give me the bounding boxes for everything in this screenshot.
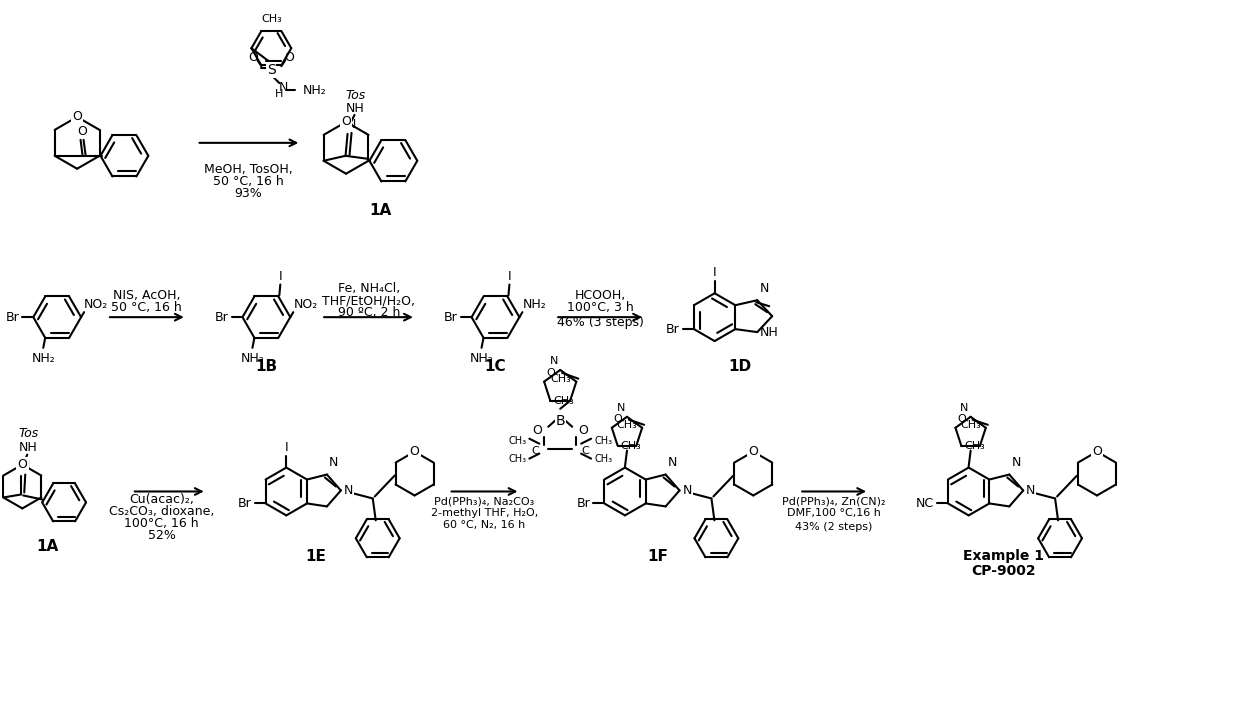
Text: O: O [578,424,588,437]
Text: Cs₂CO₃, dioxane,: Cs₂CO₃, dioxane, [109,505,215,518]
Text: N: N [21,459,30,472]
Text: O: O [248,51,258,64]
Text: 1C: 1C [485,359,506,374]
Text: CH₃: CH₃ [594,436,613,446]
Text: CH₃: CH₃ [508,454,526,464]
Text: N: N [279,80,288,93]
Text: O: O [748,445,758,458]
Text: O: O [72,110,82,123]
Text: CH₃: CH₃ [965,441,985,450]
Text: HCOOH,: HCOOH, [574,289,626,303]
Text: NIS, AcOH,: NIS, AcOH, [113,289,181,303]
Text: 50 °C, 16 h: 50 °C, 16 h [112,301,182,314]
Text: Pd(PPh₃)₄, Zn(CN)₂: Pd(PPh₃)₄, Zn(CN)₂ [782,496,885,506]
Text: N: N [347,118,356,131]
Text: MeOH, TosOH,: MeOH, TosOH, [205,163,293,176]
Text: 60 °C, N₂, 16 h: 60 °C, N₂, 16 h [444,521,526,531]
Text: I: I [713,266,717,280]
Text: O: O [78,125,88,138]
Text: THF/EtOH/H₂O,: THF/EtOH/H₂O, [322,294,415,307]
Text: C: C [582,446,589,455]
Text: B: B [556,414,565,428]
Text: O: O [1092,445,1102,458]
Text: 1A: 1A [36,538,58,554]
Text: N: N [682,484,692,497]
Text: N: N [549,356,558,366]
Text: Cu(acac)₂,: Cu(acac)₂, [129,493,195,506]
Text: I: I [284,441,288,454]
Text: N: N [343,484,353,497]
Text: Pd(PPh₃)₄, Na₂CO₃: Pd(PPh₃)₄, Na₂CO₃ [434,496,534,506]
Text: N: N [1012,455,1021,469]
Text: O: O [17,458,27,471]
Text: N: N [760,282,770,295]
Text: CH₃: CH₃ [553,396,574,406]
Text: N: N [960,403,968,413]
Text: 100°C, 16 h: 100°C, 16 h [124,518,200,531]
Text: NH₂: NH₂ [241,352,264,365]
Text: O: O [546,368,554,378]
Text: CH₃: CH₃ [594,454,613,464]
Text: 50 °C, 16 h: 50 °C, 16 h [213,175,284,188]
Text: I: I [279,270,283,282]
Text: 90 ºC, 2 h: 90 ºC, 2 h [337,306,401,319]
Text: NO₂: NO₂ [294,298,317,311]
Text: H: H [275,89,284,99]
Text: Tos: Tos [19,427,38,440]
Text: DMF,100 °C,16 h: DMF,100 °C,16 h [787,508,882,518]
Text: NH₂: NH₂ [304,84,327,97]
Text: NC: NC [916,497,934,510]
Text: N: N [616,403,625,413]
Text: CH₃: CH₃ [620,441,641,450]
Text: 1D: 1D [728,359,751,374]
Text: 52%: 52% [148,529,176,542]
Text: 46% (3 steps): 46% (3 steps) [557,316,644,329]
Text: O: O [409,445,419,458]
Text: Br: Br [577,497,590,510]
Text: S: S [267,63,275,77]
Text: NH₂: NH₂ [31,352,55,365]
Text: 1B: 1B [255,359,278,374]
Text: O: O [532,424,542,437]
Text: 100°C, 3 h: 100°C, 3 h [567,301,634,314]
Text: N: N [1027,484,1035,497]
Text: N: N [329,455,339,469]
Text: CP-9002: CP-9002 [971,564,1035,578]
Text: Example 1: Example 1 [963,549,1044,564]
Text: O: O [957,414,966,424]
Text: Tos: Tos [346,88,366,102]
Text: 1A: 1A [370,203,392,218]
Text: Br: Br [215,310,228,323]
Text: Br: Br [6,310,20,323]
Text: NH: NH [760,326,779,338]
Text: O: O [284,51,294,64]
Text: NH: NH [346,103,365,115]
Text: 93%: 93% [234,186,263,199]
Text: 1F: 1F [647,549,668,564]
Text: CH₃: CH₃ [960,419,981,429]
Text: C: C [532,446,539,455]
Text: O: O [614,414,622,424]
Text: CH₃: CH₃ [616,419,637,429]
Text: I: I [507,270,511,282]
Text: CH₃: CH₃ [260,14,281,24]
Text: NO₂: NO₂ [84,298,108,311]
Text: Br: Br [238,497,252,510]
Text: CH₃: CH₃ [508,436,526,446]
Text: NH₂: NH₂ [470,352,494,365]
Text: N: N [667,455,677,469]
Text: 1E: 1E [306,549,326,564]
Text: Fe, NH₄Cl,: Fe, NH₄Cl, [337,282,401,295]
Text: NH₂: NH₂ [522,298,546,311]
Text: 43% (2 steps): 43% (2 steps) [796,522,873,532]
Text: Br: Br [444,310,458,323]
Text: 2-methyl THF, H₂O,: 2-methyl THF, H₂O, [432,508,538,518]
Text: NH: NH [19,441,37,454]
Text: Br: Br [666,323,680,336]
Text: CH₃: CH₃ [551,374,572,384]
Text: O: O [341,115,351,128]
